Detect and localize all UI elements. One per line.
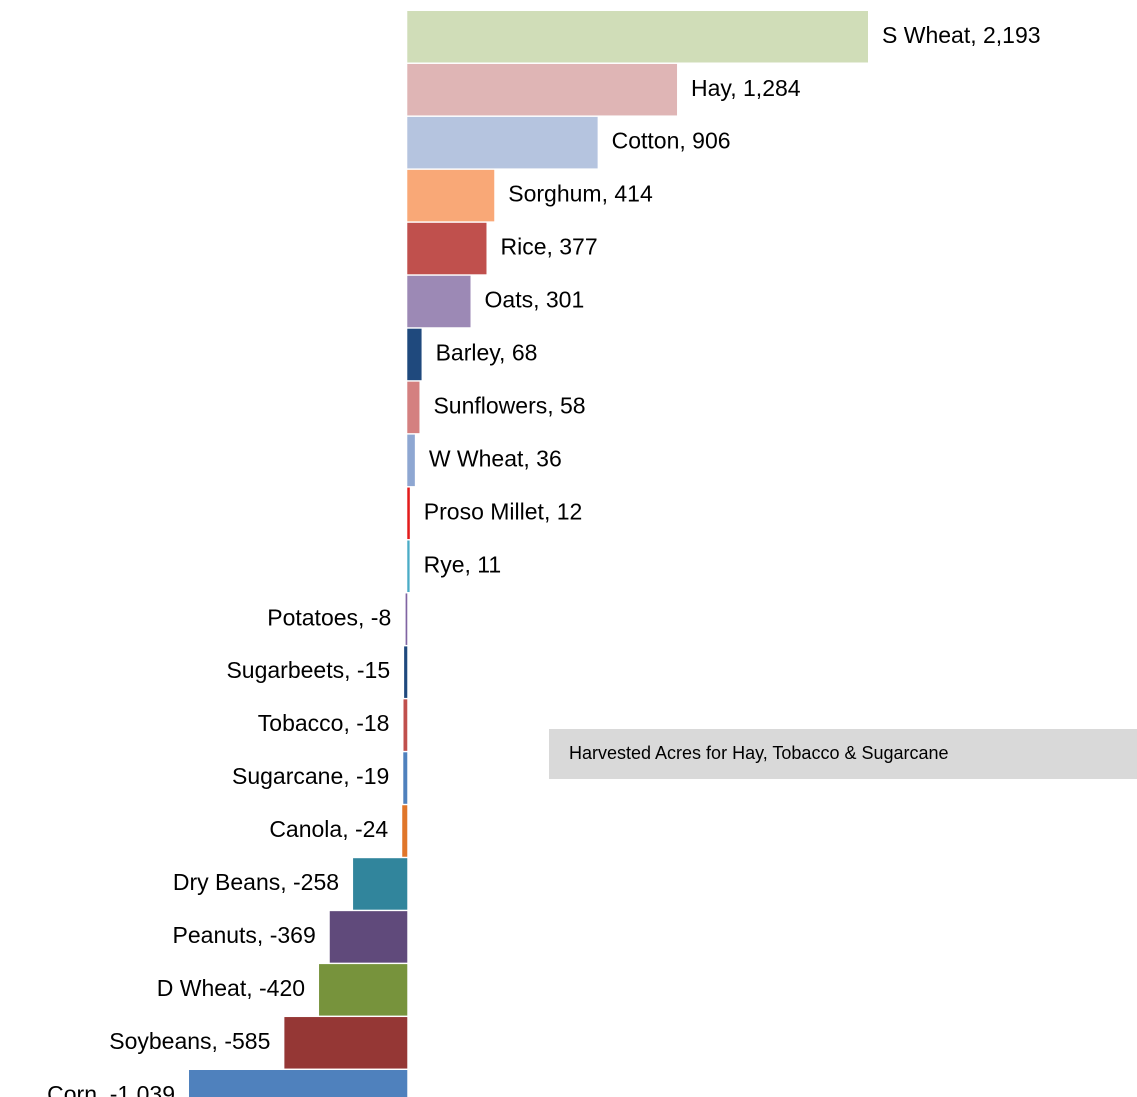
- bar: [407, 63, 678, 116]
- bar: [403, 752, 408, 804]
- data-label: Sugarcane, -19: [232, 763, 389, 789]
- data-label: Rye, 11: [424, 551, 502, 577]
- bar: [407, 328, 422, 381]
- data-label: Barley, 68: [436, 340, 538, 366]
- data-label: Sunflowers, 58: [433, 392, 585, 418]
- data-label: W Wheat, 36: [429, 445, 562, 471]
- bar: [405, 593, 408, 645]
- bar: [407, 434, 415, 487]
- bar: [407, 381, 420, 434]
- bar: [319, 964, 408, 1016]
- annotation: Harvested Acres for Hay, Tobacco & Sugar…: [569, 743, 949, 763]
- bar: [407, 11, 868, 63]
- data-label: Hay, 1,284: [691, 75, 801, 101]
- data-label: Oats, 301: [485, 287, 585, 313]
- data-label: Rice, 377: [500, 234, 597, 260]
- data-label: Cotton, 906: [612, 128, 731, 154]
- bar: [407, 540, 410, 592]
- data-label: Soybeans, -585: [109, 1028, 270, 1054]
- bar: [329, 911, 408, 963]
- data-label: S Wheat, 2,193: [882, 22, 1041, 48]
- bar: [403, 699, 408, 751]
- data-label: D Wheat, -420: [157, 975, 305, 1001]
- data-label: Sorghum, 414: [508, 181, 653, 207]
- bar: [402, 805, 408, 857]
- bar: [407, 275, 471, 328]
- data-label: Peanuts, -369: [173, 922, 316, 948]
- data-label: Sugarbeets, -15: [226, 657, 390, 683]
- data-label: Proso Millet, 12: [424, 498, 583, 524]
- annotation-box: [549, 729, 1137, 779]
- bar: [284, 1017, 408, 1069]
- bar: [353, 858, 408, 910]
- data-label: Potatoes, -8: [267, 604, 391, 630]
- data-label: Canola, -24: [269, 816, 388, 842]
- data-label: Dry Beans, -258: [173, 869, 339, 895]
- bar: [407, 222, 487, 275]
- bar: [407, 487, 410, 540]
- bar: [189, 1070, 408, 1097]
- data-label: Tobacco, -18: [258, 710, 390, 736]
- bar: [404, 646, 408, 698]
- bar: [407, 116, 598, 169]
- bar: [407, 169, 495, 222]
- data-label: Corn, -1,039: [47, 1081, 175, 1097]
